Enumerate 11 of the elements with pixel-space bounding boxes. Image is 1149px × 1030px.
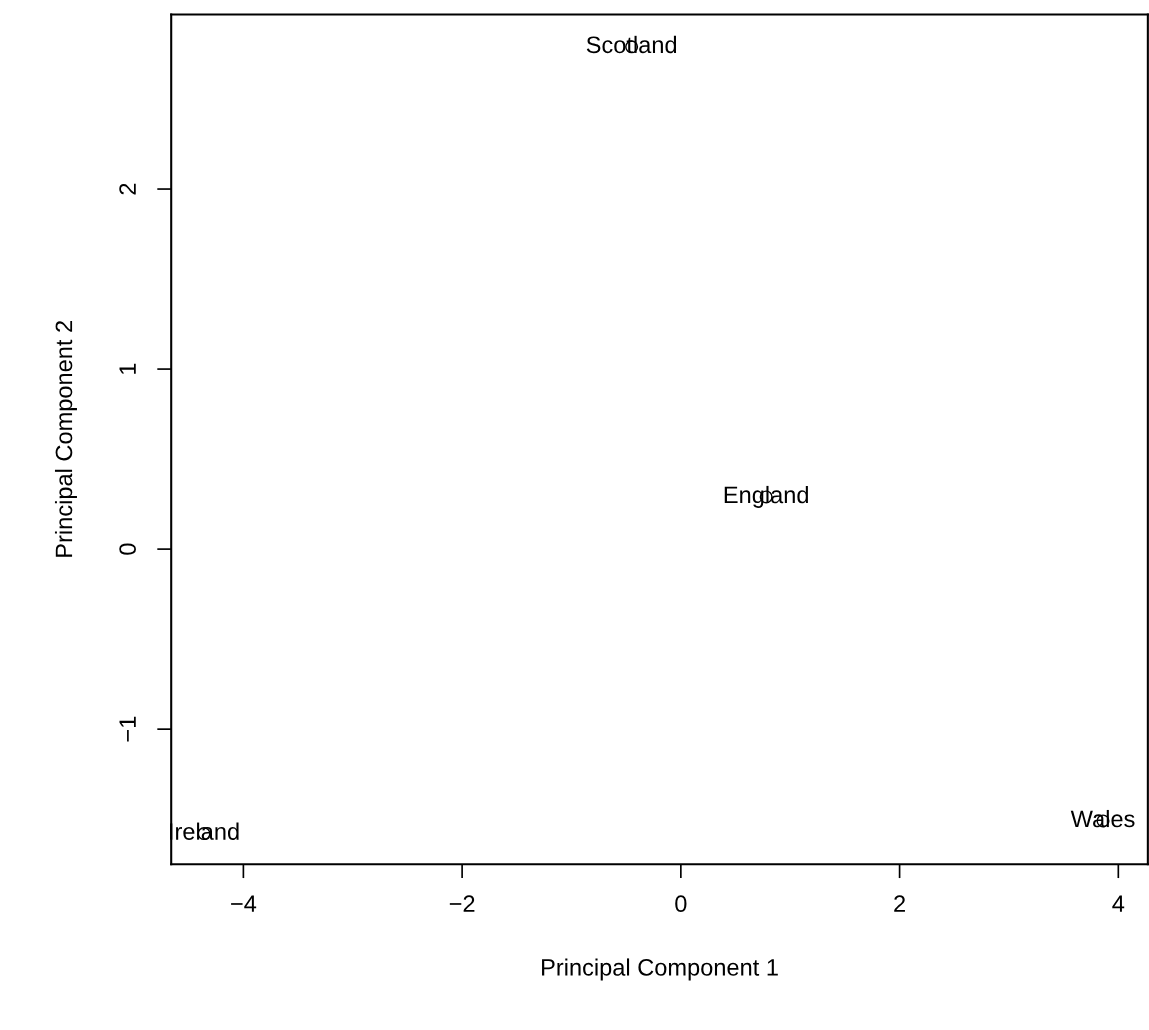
y-tick-label: −1 (119, 716, 136, 742)
x-tick-label: 2 (894, 895, 905, 912)
y-tick-label: 1 (119, 363, 136, 374)
y-tick-label: 2 (119, 183, 136, 195)
x-tick-label: 4 (1112, 895, 1125, 912)
x-axis-title: Principal Component 1 (542, 958, 778, 981)
x-tick-label: −4 (231, 895, 257, 912)
y-tick-label: 0 (119, 543, 136, 555)
y-axis-title: Principal Component 2 (54, 321, 77, 557)
x-tick-label: 0 (675, 895, 687, 913)
x-tick-label: −2 (449, 895, 475, 912)
